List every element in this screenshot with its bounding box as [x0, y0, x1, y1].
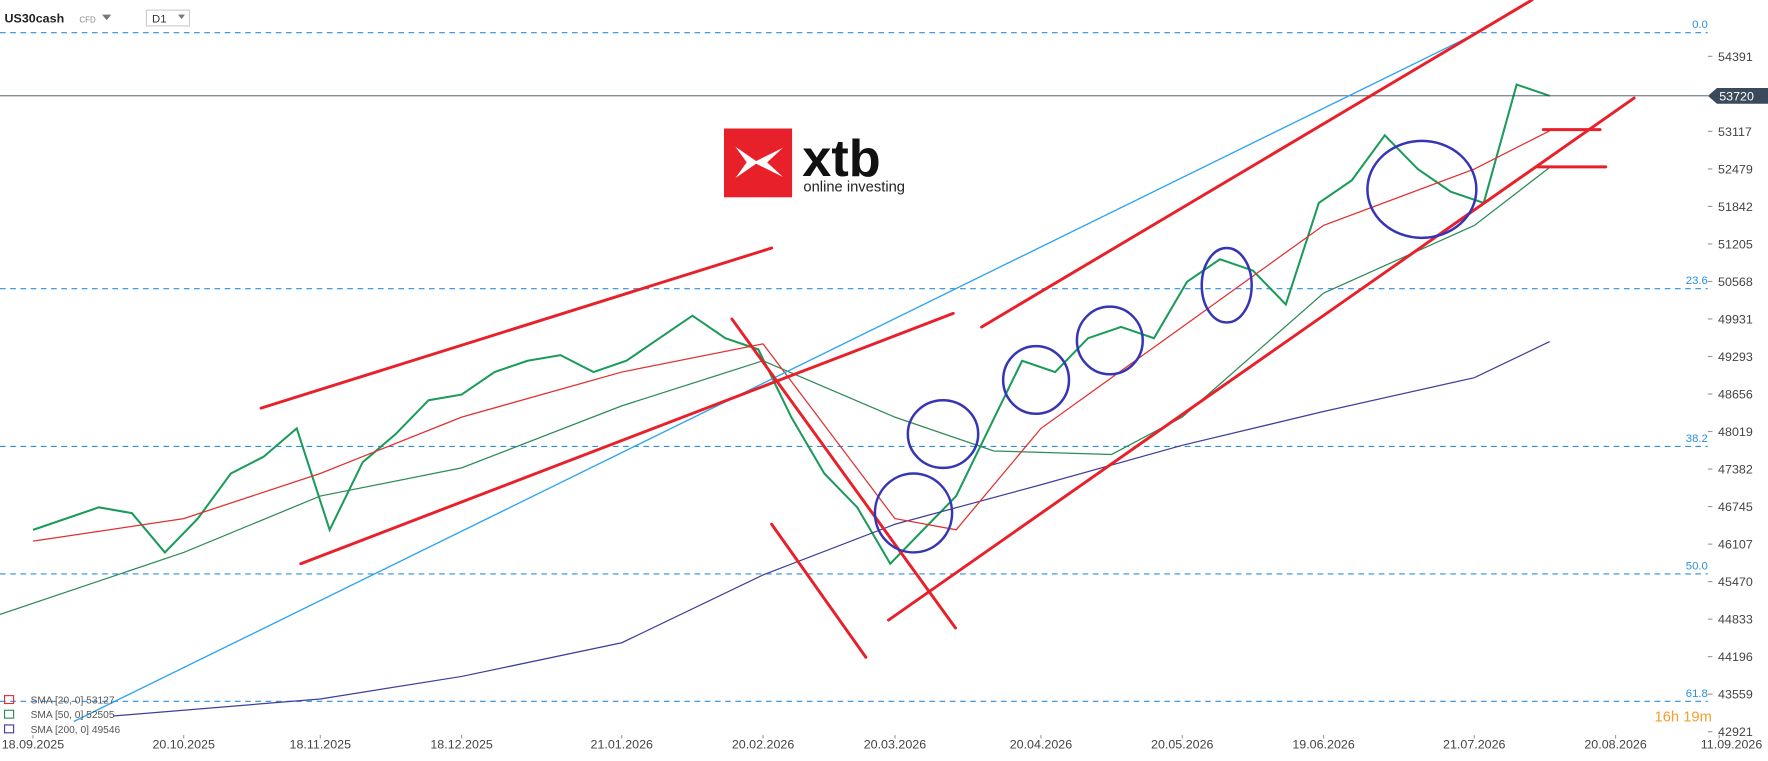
countdown: 16h 19m — [1655, 710, 1712, 726]
x-tick-label: 20.04.2026 — [1010, 738, 1073, 752]
y-tick-label: 48019 — [1718, 425, 1753, 439]
dropdown-arrow[interactable] — [102, 14, 112, 21]
highlight-circle — [1366, 139, 1478, 240]
x-tick-label: 19.06.2026 — [1292, 738, 1355, 752]
y-tick-label: 43559 — [1718, 688, 1753, 702]
sma-line — [112, 341, 1550, 717]
x-tick-label: 20.02.2026 — [732, 738, 795, 752]
y-tick-label: 46745 — [1718, 500, 1753, 514]
y-tick-label: 51842 — [1718, 200, 1753, 214]
y-tick-label: 44196 — [1718, 650, 1753, 664]
legend-entry: SMA [50, 0] 52505 — [31, 710, 115, 721]
trend-line — [730, 317, 957, 630]
legend-entry: SMA [20, 0] 53127 — [31, 696, 115, 707]
x-tick-label: 18.12.2025 — [430, 738, 493, 752]
fib-label: 38.2 — [1686, 433, 1708, 445]
interval-box[interactable] — [145, 9, 191, 27]
symbol[interactable]: US30cash — [5, 12, 65, 26]
price-line — [32, 83, 1550, 566]
x-tick-label: 18.09.2025 — [2, 738, 65, 752]
logo-icon — [735, 146, 784, 179]
last-price-tag — [1707, 87, 1768, 104]
trend-line — [770, 522, 868, 659]
y-tick-label: 50568 — [1718, 275, 1753, 289]
x-tick-label: 20.08.2026 — [1584, 738, 1647, 752]
y-tick-label: 44833 — [1718, 613, 1753, 627]
legend-name: SMA [20, 0] — [31, 696, 84, 707]
fib-label: 0.0 — [1692, 19, 1708, 31]
logo-tagline: online investing — [803, 180, 905, 196]
layer — [0, 32, 1708, 717]
y-tick-label: 53117 — [1718, 125, 1752, 139]
legend-swatch — [3, 724, 15, 734]
interval[interactable]: D1 — [152, 14, 167, 26]
legend-swatch — [3, 709, 15, 719]
sma-line — [32, 130, 1550, 542]
sma-line — [0, 166, 1551, 616]
price-axis — [1707, 0, 1768, 761]
x-tick-label: 21.01.2026 — [591, 738, 654, 752]
y-tick-label: 46107 — [1718, 538, 1753, 552]
annotations — [73, 0, 1636, 723]
y-tick-label: 52479 — [1718, 162, 1753, 176]
highlight-circle — [906, 398, 980, 470]
highlight-circle — [1001, 344, 1071, 415]
dropdown-arrow[interactable] — [178, 14, 185, 20]
highlight-circle — [873, 472, 954, 554]
highlight-circle — [1200, 246, 1253, 324]
highlight-circle — [1075, 305, 1144, 376]
fib-label: 23.6 — [1686, 275, 1708, 287]
y-tick-label: 51205 — [1718, 237, 1753, 251]
legend-swatch — [3, 695, 15, 705]
trend-line — [887, 96, 1636, 622]
legend-name: SMA [50, 0] — [31, 710, 84, 721]
y-tick-label: 45470 — [1718, 575, 1753, 589]
y-tick-label: 54391 — [1718, 50, 1753, 64]
x-tick-label: 20.03.2026 — [864, 738, 927, 752]
fib-label: 61.8 — [1686, 688, 1708, 700]
x-tick-label: 18.11.2025 — [290, 738, 352, 752]
legend-name: SMA [200, 0] — [31, 725, 90, 736]
legend-value: 52505 — [86, 710, 115, 721]
x-tick-label: 20.10.2025 — [152, 738, 215, 752]
trend-line — [980, 0, 1534, 329]
y-tick-label: 48656 — [1718, 388, 1753, 402]
x-tick-label: 20.05.2026 — [1151, 738, 1214, 752]
y-tick-label: 47382 — [1718, 463, 1753, 477]
trend-line — [299, 311, 955, 566]
instrument-type: CFD — [79, 16, 96, 25]
y-tick-label: 42921 — [1718, 725, 1753, 739]
logo: xtb online investing — [723, 128, 905, 198]
legend-value: 53127 — [86, 696, 115, 707]
y-tick-label: 49293 — [1718, 350, 1753, 364]
toolbar: US30cash CFD D1 — [5, 9, 191, 27]
last-price-label: 53720 — [1719, 89, 1754, 103]
fib-label: 50.0 — [1686, 560, 1708, 572]
x-tick-label: 11.09.2026 — [1701, 738, 1763, 752]
trend-line — [259, 246, 774, 410]
logo-name: xtb — [802, 130, 880, 188]
x-tick-label: 21.07.2026 — [1443, 738, 1506, 752]
y-tick-label: 49931 — [1718, 313, 1753, 327]
legend-value: 49546 — [92, 725, 121, 736]
legend-entry: SMA [200, 0] 49546 — [31, 725, 121, 736]
